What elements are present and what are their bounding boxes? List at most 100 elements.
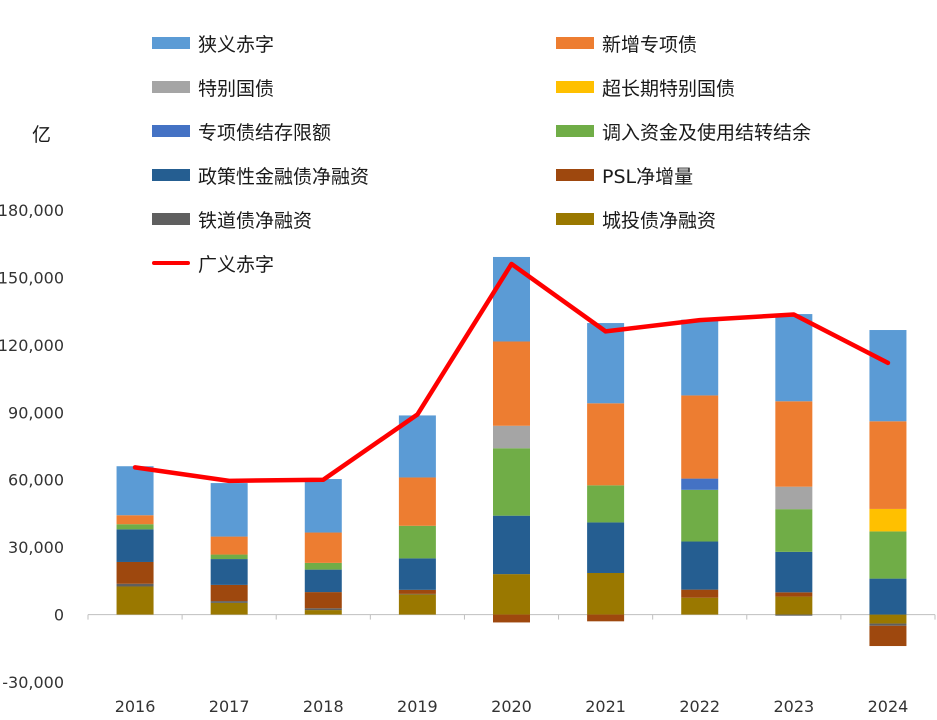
bar-segment	[587, 323, 625, 404]
bar-segment	[210, 584, 248, 602]
legend-label: 专项债结存限额	[198, 121, 332, 144]
legend-label: PSL净增量	[602, 165, 694, 188]
y-tick-label: 150,000	[0, 268, 64, 287]
x-tick-label: 2017	[209, 697, 250, 716]
bar-segment	[681, 478, 719, 490]
bar-segment	[493, 515, 530, 575]
bar-segment	[775, 401, 813, 487]
legend-item: 铁道债净融资	[152, 207, 313, 232]
bar-segment	[116, 586, 154, 615]
bar-segment	[869, 623, 907, 626]
legend-swatch	[556, 169, 594, 181]
legend-label: 城投债净融资	[602, 209, 717, 232]
legend-label: 政策性金融债净融资	[198, 165, 370, 188]
bar-segment	[587, 485, 625, 523]
bar-segment	[116, 524, 154, 530]
bar-segment	[869, 531, 907, 579]
x-tick-label: 2019	[397, 697, 438, 716]
bar-segment	[116, 466, 154, 516]
bar-segment	[210, 602, 248, 615]
legend-item: PSL净增量	[556, 163, 694, 188]
legend-swatch	[152, 169, 190, 181]
bar-segment	[681, 541, 719, 590]
legend-item: 狭义赤字	[152, 31, 275, 56]
bar-segment	[681, 395, 719, 479]
bar-segment	[775, 551, 813, 593]
x-tick-label: 2023	[773, 697, 814, 716]
bar-segment	[398, 525, 436, 559]
bar-segment	[775, 314, 813, 402]
legend-label: 铁道债净融资	[198, 209, 313, 232]
legend-swatch	[556, 81, 594, 93]
legend-label: 超长期特别国债	[602, 77, 736, 100]
bar-segment	[775, 596, 813, 615]
bar-segment	[587, 522, 625, 573]
legend-item: 广义赤字	[152, 251, 275, 276]
y-tick-label: 60,000	[8, 471, 64, 490]
bar-segment	[775, 614, 813, 616]
legend-item: 城投债净融资	[556, 207, 717, 232]
y-unit-label: 亿	[32, 124, 52, 146]
bar-segment	[869, 421, 907, 509]
bar-segment	[869, 330, 907, 422]
legend-swatch	[152, 37, 190, 49]
y-tick-label: 180,000	[0, 201, 64, 220]
bar-segment	[493, 614, 530, 623]
bar-segment	[587, 403, 625, 486]
legend-item: 新增专项债	[556, 31, 697, 56]
bar-segment	[304, 592, 342, 609]
bar-segment	[210, 536, 248, 555]
legend-swatch	[152, 125, 190, 137]
legend-item: 特别国债	[152, 75, 275, 100]
bar-segment	[681, 489, 719, 542]
bar-segment	[116, 583, 154, 587]
bar-segment	[398, 558, 436, 590]
legend-swatch	[556, 213, 594, 225]
bar-segment	[304, 532, 342, 563]
bar-segment	[681, 319, 719, 396]
legend-item: 专项债结存限额	[152, 119, 332, 144]
x-tick-label: 2016	[115, 697, 156, 716]
legend-label: 狭义赤字	[198, 33, 275, 56]
bar-segment	[493, 256, 530, 342]
bar-segment	[493, 341, 530, 426]
x-tick-label: 2021	[585, 697, 626, 716]
bar-segment	[398, 589, 436, 594]
y-tick-label: -30,000	[2, 673, 64, 692]
bar-segment	[869, 578, 907, 615]
legend-swatch	[556, 125, 594, 137]
y-tick-label: 30,000	[8, 538, 64, 557]
bar-segment	[493, 574, 530, 615]
bar-segment	[869, 625, 907, 647]
legend-label: 特别国债	[198, 77, 275, 100]
legend-label: 广义赤字	[198, 253, 275, 276]
x-tick-label: 2018	[303, 697, 344, 716]
bar-segment	[304, 610, 342, 615]
bar-segment	[116, 561, 154, 584]
legend-item: 调入资金及使用结转结余	[556, 119, 812, 144]
legend-swatch	[152, 81, 190, 93]
x-tick-label: 2022	[679, 697, 720, 716]
y-tick-label: 90,000	[8, 403, 64, 422]
bar-segment	[681, 589, 719, 598]
legend-item: 政策性金融债净融资	[152, 163, 370, 188]
bar-segment	[398, 477, 436, 526]
bar-segment	[398, 594, 436, 615]
bar-segment	[116, 515, 154, 525]
x-tick-label: 2024	[868, 697, 909, 716]
legend-label: 调入资金及使用结转结余	[602, 121, 812, 144]
bar-segment	[493, 425, 530, 449]
bar-segment	[304, 608, 342, 611]
x-tick-label: 2020	[491, 697, 532, 716]
bar-segment	[210, 483, 248, 537]
y-tick-label: 0	[54, 606, 64, 625]
legend-swatch	[152, 213, 190, 225]
legend-swatch	[152, 261, 190, 265]
bar-segment	[304, 562, 342, 570]
bar-segment	[775, 592, 813, 597]
bar-segment	[493, 448, 530, 516]
bar-segment	[587, 572, 625, 615]
bar-segment	[398, 593, 436, 595]
bar-segment	[775, 509, 813, 552]
